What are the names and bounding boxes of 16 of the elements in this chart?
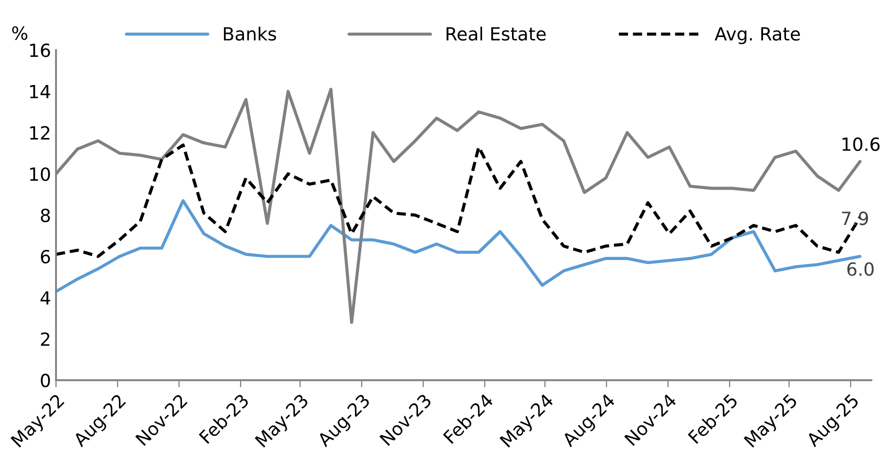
y-tick-label: 10 [30,167,50,181]
legend-label: Real Estate [446,26,546,41]
annotation: 7.9 [842,212,868,226]
annotation: 6.0 [847,262,874,276]
y-tick-label: 8 [40,208,50,222]
y-tick-label: 12 [30,126,50,140]
y-tick-label: 16 [30,44,50,58]
legend-label: Banks [224,26,276,41]
y-tick-label: 14 [30,85,50,98]
y-tick-label: 6 [40,250,50,264]
y-tick-label: 4 [40,291,50,305]
y-axis-title: % [12,26,28,40]
y-tick-label: 2 [40,332,50,346]
legend-label: Avg. Rate [714,27,800,44]
annotation: 10.6 [842,137,880,152]
y-tick-label: 0 [40,374,50,388]
